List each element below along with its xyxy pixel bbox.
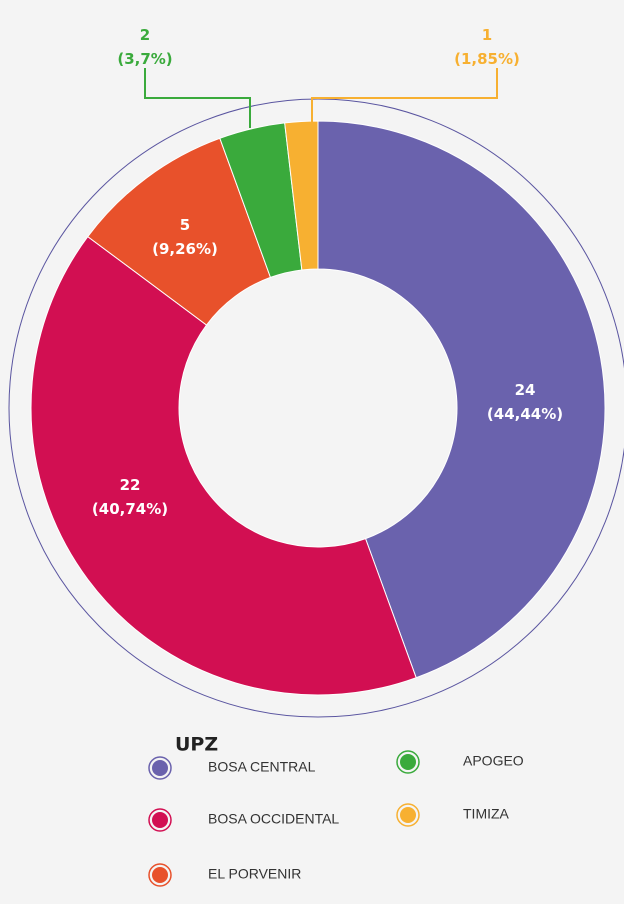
donut-slice [284, 120, 319, 271]
legend-swatch [400, 807, 416, 823]
legend-label: TIMIZA [463, 806, 510, 822]
legend-swatch [152, 760, 168, 776]
data-label-line: 24 [515, 381, 536, 399]
data-label: 5 (9,26%) [152, 216, 218, 258]
data-label: 2 (3,7%) [117, 26, 172, 68]
data-label-line: 2 [140, 26, 150, 44]
data-label-line: (1,85%) [454, 50, 520, 68]
legend-label: BOSA OCCIDENTAL [208, 811, 339, 827]
data-label: 1 (1,85%) [454, 26, 520, 68]
legend-ring [148, 863, 172, 887]
legend-label: APOGEO [463, 753, 524, 769]
data-label-line: 1 [482, 26, 492, 44]
data-label-line: (9,26%) [152, 240, 218, 258]
legend-title: UPZ [175, 734, 218, 756]
legend-ring [396, 803, 420, 827]
data-label: 22 (40,74%) [92, 476, 168, 518]
legend-ring [148, 808, 172, 832]
data-label-line: (40,74%) [92, 500, 168, 518]
data-label-line: 5 [180, 216, 190, 234]
legend-ring [148, 756, 172, 780]
donut-slice [30, 235, 417, 696]
legend-swatch [400, 754, 416, 770]
donut-slice [317, 120, 606, 679]
data-label-line: 22 [120, 476, 141, 494]
legend-label: EL PORVENIR [208, 866, 301, 882]
leader-line [311, 68, 498, 124]
data-label: 24 (44,44%) [487, 381, 563, 423]
legend-ring [396, 750, 420, 774]
legend-label: BOSA CENTRAL [208, 759, 316, 775]
legend-swatch [152, 812, 168, 828]
leader-line [144, 68, 251, 128]
data-label-line: (44,44%) [487, 405, 563, 423]
data-label-line: (3,7%) [117, 50, 172, 68]
legend-swatch [152, 867, 168, 883]
